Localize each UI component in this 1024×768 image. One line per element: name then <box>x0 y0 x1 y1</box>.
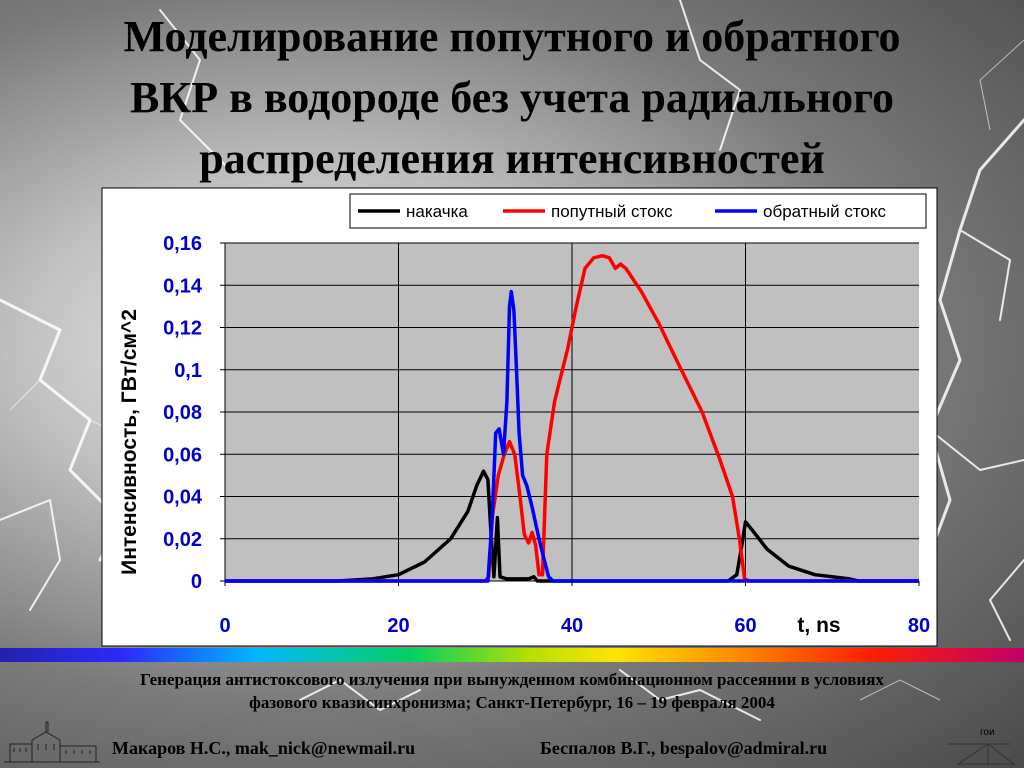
y-tick-label: 0,08 <box>163 402 202 424</box>
series-line-накачка <box>225 469 919 583</box>
conference-text: Генерация антистоксового излучения при в… <box>140 670 884 712</box>
building-illustration <box>4 721 100 763</box>
y-axis-label: Интенсивность, ГВт/см^2 <box>118 309 141 575</box>
x-tick-label: 80 <box>908 615 930 637</box>
y-tick-label: 0,06 <box>163 444 202 466</box>
y-tick-label: 0,04 <box>163 487 203 509</box>
legend-label: обратный стокс <box>763 202 887 221</box>
x-tick-label: 60 <box>734 615 756 637</box>
x-tick-label: 0 <box>219 615 230 637</box>
author-makarov: Макаров Н.С., mak_nick@newmail.ru <box>112 738 416 758</box>
series-line-обратный-стокс <box>225 289 919 583</box>
grid <box>225 242 919 581</box>
rainbow-divider <box>0 648 1024 662</box>
chart: 0 0,02 0,04 0,06 0,08 0,1 0,12 0,14 0,16 0 20 40 60… <box>101 187 938 647</box>
y-tick-label: 0,12 <box>163 318 202 340</box>
x-tick-label: 40 <box>561 615 583 637</box>
y-tick-label: 0,1 <box>174 360 202 382</box>
goi-logo-text: гои <box>980 727 995 738</box>
y-tick-label: 0,02 <box>163 529 202 551</box>
x-tick-label: 20 <box>387 615 409 637</box>
legend: накачка попутный стокс обратный стокс <box>349 193 927 229</box>
series-line-попутный-стокс <box>225 253 919 583</box>
slide-title: Моделирование попутного и обратного ВКР … <box>123 12 901 183</box>
y-tick-label: 0,14 <box>163 275 203 297</box>
y-tick-label: 0 <box>191 571 202 593</box>
legend-box <box>349 193 927 229</box>
x-axis-label: t, ns <box>797 614 840 637</box>
legend-label: накачка <box>406 202 468 221</box>
y-tick-label: 0,16 <box>163 233 202 255</box>
legend-label: попутный стокс <box>551 202 673 221</box>
goi-logo <box>948 743 1016 765</box>
author-bespalov: Беспалов В.Г., bespalov@admiral.ru <box>540 738 828 758</box>
